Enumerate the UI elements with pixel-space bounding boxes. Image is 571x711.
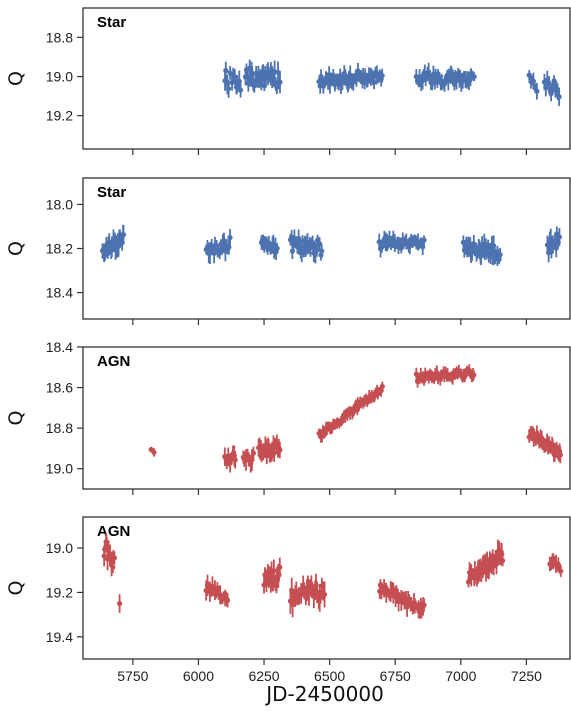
data-point (471, 372, 477, 378)
plot-frame (82, 516, 571, 660)
panel-4: 19.0 19.2 19.4 5750 6000 6250 6500 6750 7000 7250… (5, 516, 571, 684)
data-point (116, 600, 123, 607)
data-series (101, 533, 564, 619)
y-tick-label: 19.2 (46, 584, 73, 600)
data-point (277, 564, 283, 570)
data-point (120, 231, 127, 238)
data-point (499, 551, 505, 557)
data-point (398, 245, 404, 251)
data-point (236, 78, 242, 84)
data-point (321, 591, 328, 598)
x-tick-label: 6000 (183, 668, 214, 684)
plot-frame (82, 7, 571, 150)
data-point (110, 564, 116, 570)
data-point (318, 73, 324, 80)
x-tick-label: 6750 (380, 668, 411, 684)
panel-label-star: Star (97, 184, 126, 201)
data-point (232, 74, 238, 80)
y-tick-label: 19.2 (46, 108, 73, 124)
y-tick-label: 18.8 (46, 420, 73, 436)
data-point (546, 80, 552, 86)
y-axis-label: Q (5, 581, 27, 596)
data-point (111, 555, 118, 561)
x-tick-label: 7000 (445, 668, 476, 684)
y-tick-label: 18.0 (46, 196, 73, 212)
y-tick-label: 18.4 (46, 285, 73, 301)
panel-label-agn: AGN (97, 353, 130, 370)
panel-3: 18.4 18.6 18.8 19.0 Q AGN (5, 339, 571, 495)
data-point (224, 597, 231, 603)
y-tick-label: 19.4 (46, 629, 73, 645)
y-tick-label: 19.0 (46, 540, 73, 556)
x-tick-label: 7250 (511, 668, 542, 684)
data-point (558, 568, 564, 574)
data-point (318, 593, 324, 600)
data-point (557, 452, 563, 458)
data-point (237, 87, 244, 93)
x-tick-label: 6500 (314, 668, 345, 684)
plot-frame (82, 346, 571, 490)
data-point (250, 450, 257, 456)
y-axis-label: Q (5, 71, 27, 86)
data-point (379, 73, 385, 79)
data-point (226, 86, 232, 92)
data-series (148, 364, 563, 473)
data-point (277, 447, 283, 453)
data-series (99, 224, 563, 267)
data-point (330, 72, 336, 78)
data-point (556, 94, 562, 100)
data-point (548, 90, 554, 97)
y-tick-label: 18.4 (46, 339, 73, 355)
data-point (217, 250, 223, 256)
y-tick-label: 18.6 (46, 380, 73, 396)
data-point (421, 602, 427, 608)
data-point (277, 79, 283, 85)
data-point (420, 244, 426, 250)
data-point (421, 237, 427, 243)
data-point (550, 441, 556, 448)
data-point (319, 248, 325, 254)
panel-label-agn: AGN (97, 523, 130, 540)
plot-frame (82, 177, 571, 320)
x-tick-label: 6250 (248, 668, 279, 684)
x-tick-label: 5750 (117, 668, 148, 684)
panel-label-star: Star (97, 14, 126, 31)
y-axis-label: Q (5, 411, 27, 426)
data-series (222, 59, 562, 107)
x-axis-label: JD-2450000 (264, 682, 384, 706)
y-tick-label: 18.2 (46, 241, 73, 257)
data-point (274, 245, 280, 251)
y-tick-label: 18.8 (46, 29, 73, 45)
data-point (151, 449, 157, 456)
y-axis-label: Q (5, 241, 27, 256)
data-point (271, 568, 277, 574)
data-point (232, 457, 238, 463)
data-point (227, 234, 233, 241)
data-point (556, 234, 563, 240)
data-point (471, 74, 477, 80)
y-tick-label: 19.0 (46, 461, 73, 477)
y-tick-label: 19.0 (46, 69, 73, 85)
panel-2: 18.0 18.2 18.4 Q Star (5, 177, 571, 325)
data-point (534, 88, 540, 94)
data-point (530, 78, 536, 84)
panel-1: 18.8 19.0 19.2 Q Star (5, 7, 571, 155)
data-point (497, 252, 503, 258)
data-point (500, 558, 506, 564)
data-point (223, 67, 229, 73)
data-point (371, 79, 377, 85)
data-point (551, 78, 557, 84)
panels-group: 18.819.019.2QStar18.018.218.4QStar18.418… (5, 7, 571, 684)
data-point (379, 383, 385, 390)
